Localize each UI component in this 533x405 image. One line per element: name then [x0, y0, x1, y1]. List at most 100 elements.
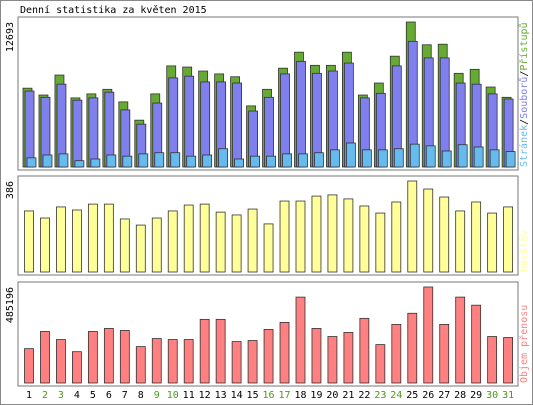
x-tick-label: 17 [278, 390, 290, 401]
legend-entry: Stránek [518, 125, 530, 167]
bar [343, 198, 354, 273]
bar [186, 155, 197, 168]
bar [327, 336, 338, 384]
bar [58, 153, 69, 168]
bar [407, 312, 418, 384]
x-tick-label: 18 [294, 390, 306, 401]
bar [40, 331, 50, 384]
x-tick-label: 20 [326, 390, 338, 401]
bar [42, 154, 53, 168]
x-tick-label: 6 [106, 390, 112, 401]
bar [359, 317, 370, 384]
bar [183, 204, 194, 273]
bar [24, 210, 34, 273]
bar [26, 157, 37, 168]
bar [375, 212, 386, 273]
legend-entry: Přístupů [518, 22, 530, 70]
bar [391, 201, 402, 273]
bar [138, 153, 149, 168]
bar [343, 332, 354, 384]
bar [279, 200, 290, 273]
bar [359, 205, 370, 273]
bar [218, 148, 229, 168]
bar [215, 211, 226, 273]
x-tick-label: 26 [422, 390, 434, 401]
bar [200, 81, 211, 168]
bar [135, 224, 146, 273]
x-tick-label: 1 [26, 390, 32, 401]
bar [279, 321, 290, 384]
bar [314, 152, 324, 168]
bar [184, 75, 195, 168]
bar [280, 73, 290, 168]
x-tick-label: 27 [438, 390, 450, 401]
bar [471, 201, 482, 273]
bar [361, 149, 372, 168]
bar [295, 200, 306, 273]
bar [311, 195, 322, 273]
x-tick-label: 21 [342, 390, 354, 401]
bar [247, 340, 258, 384]
bar [298, 153, 308, 168]
bar [103, 203, 114, 273]
bar [296, 60, 306, 168]
bar [232, 82, 243, 168]
bar [199, 203, 210, 273]
bar [425, 145, 436, 168]
bar [391, 323, 402, 384]
bar [311, 328, 322, 384]
x-tick-label: 11 [183, 390, 195, 401]
bar [183, 339, 194, 384]
x-tick-label: 24 [390, 390, 402, 401]
bar [487, 336, 498, 384]
bar [154, 152, 165, 168]
x-tick-label: 9 [154, 390, 160, 401]
bar [72, 209, 82, 273]
bar [119, 218, 130, 273]
x-tick-label: 7 [122, 390, 128, 401]
bar [119, 330, 130, 384]
bar [231, 214, 242, 273]
bar [250, 155, 260, 168]
x-tick-label: 29 [470, 390, 482, 401]
bar [423, 286, 434, 384]
bar [231, 341, 242, 384]
x-tick-label: 4 [74, 390, 80, 401]
bar [215, 318, 226, 384]
x-tick-label: 2 [42, 390, 48, 401]
legend: Návštěv [518, 230, 530, 272]
bar [87, 331, 98, 384]
bar [327, 194, 338, 273]
bar [489, 149, 500, 168]
x-tick-label: 10 [167, 390, 179, 401]
bar [503, 337, 514, 384]
bar [88, 97, 99, 168]
legend-entry: Objem přenosu [518, 305, 530, 383]
bar [170, 152, 181, 168]
legend-separator: / [519, 119, 530, 125]
bar [441, 150, 452, 168]
bar [471, 304, 482, 384]
bar [72, 99, 83, 168]
bar [407, 180, 418, 273]
bar [263, 329, 274, 384]
bar [423, 188, 434, 273]
bar [24, 348, 34, 384]
bar [393, 148, 404, 168]
bar [40, 217, 50, 273]
bar [103, 328, 114, 384]
x-tick-label: 16 [263, 390, 275, 401]
x-tick-label: 15 [247, 390, 259, 401]
bar [199, 318, 210, 384]
bar [151, 217, 162, 273]
x-tick-label: 5 [90, 390, 96, 401]
x-tick-label: 25 [406, 390, 418, 401]
bar [473, 146, 484, 168]
x-tick-label: 22 [358, 390, 370, 401]
x-tick-label: 31 [502, 390, 514, 401]
bar [135, 346, 146, 384]
x-tick-label: 19 [310, 390, 322, 401]
bar [439, 323, 450, 384]
x-tick-label: 13 [215, 390, 227, 401]
